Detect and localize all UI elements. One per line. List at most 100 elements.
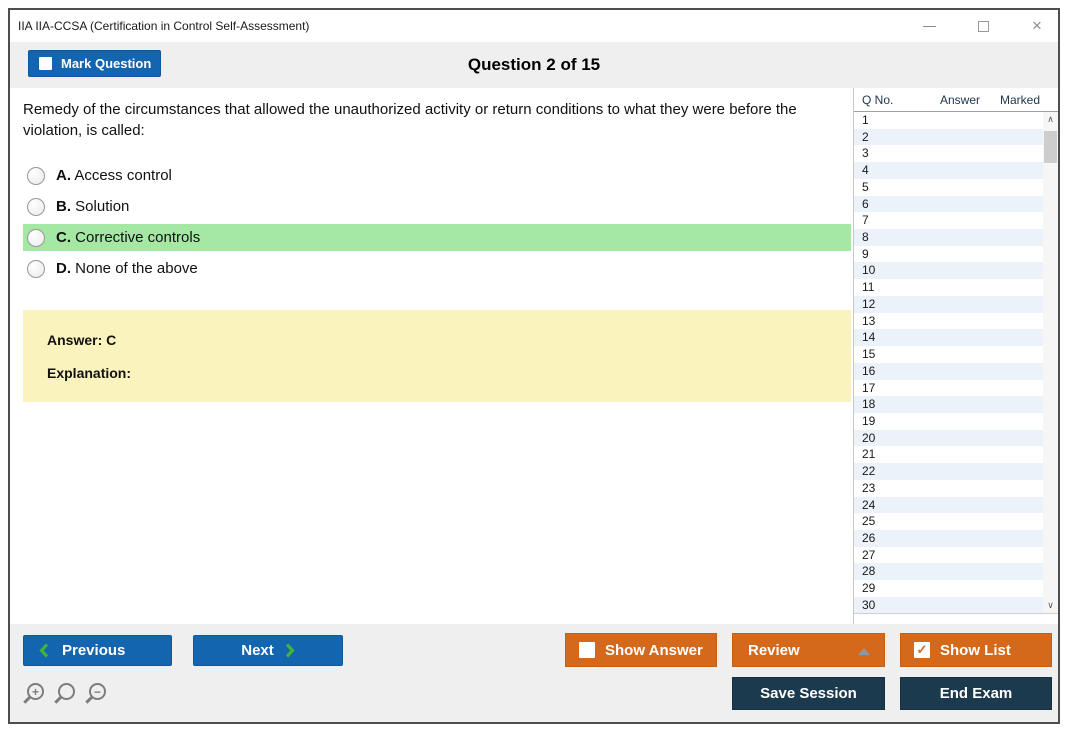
window-title: IIA IIA-CCSA (Certification in Control S…: [18, 19, 310, 33]
question-list-row[interactable]: 13: [862, 313, 876, 328]
question-list-row[interactable]: 4: [854, 162, 1044, 179]
zoom-out-icon[interactable]: −: [89, 683, 106, 700]
option-d[interactable]: D. None of the above: [23, 255, 851, 282]
answer-label: Answer: C: [47, 332, 117, 349]
question-list-row[interactable]: 24: [854, 496, 1044, 514]
save-session-label: Save Session: [760, 685, 857, 702]
question-list-row[interactable]: 9: [862, 246, 869, 261]
app-window: IIA IIA-CCSA (Certification in Control S…: [8, 8, 1060, 724]
maximize-button[interactable]: [976, 19, 990, 33]
previous-button[interactable]: Previous: [23, 635, 172, 666]
chevron-right-icon: [285, 643, 295, 658]
window-controls: ×: [922, 10, 1044, 42]
question-counter: Question 2 of 15: [467, 55, 601, 74]
options-list: A. Access control B. Solution C. Correctiv…: [23, 162, 851, 282]
end-exam-label: End Exam: [939, 685, 1013, 702]
show-list-button[interactable]: ✓ Show List: [900, 633, 1052, 667]
question-list-row[interactable]: 7: [862, 213, 869, 228]
next-button[interactable]: Next: [193, 635, 343, 666]
review-label: Review: [748, 641, 800, 659]
question-list-row[interactable]: 27: [862, 547, 876, 562]
answer-box: Answer: C Explanation:: [23, 310, 851, 403]
save-session-button[interactable]: Save Session: [732, 677, 885, 710]
question-list-row[interactable]: 6: [854, 195, 1044, 213]
mark-question-button[interactable]: Mark Question: [28, 50, 161, 77]
show-answer-checkbox[interactable]: [579, 642, 595, 658]
title-bar: IIA IIA-CCSA (Certification in Control S…: [10, 10, 1058, 42]
show-answer-label: Show Answer: [605, 641, 703, 659]
question-list-header: Q No. Answer Marked: [854, 88, 1058, 112]
question-list-row[interactable]: 18: [854, 396, 1044, 413]
scroll-up-icon[interactable]: ∧: [1047, 114, 1054, 124]
scroll-down-icon[interactable]: ∨: [1047, 600, 1054, 610]
show-list-checkbox[interactable]: ✓: [914, 642, 930, 658]
radio-button[interactable]: [27, 228, 45, 247]
radio-button[interactable]: [27, 166, 45, 185]
question-list-row[interactable]: 26: [854, 529, 1044, 547]
dropdown-arrow-icon: [858, 648, 870, 655]
question-list-row[interactable]: 21: [862, 447, 876, 462]
radio-button[interactable]: [27, 197, 45, 216]
question-list-row[interactable]: 10: [854, 262, 1044, 280]
question-list-row[interactable]: 30: [854, 596, 1044, 613]
question-list-row[interactable]: 17: [862, 380, 876, 395]
question-list-row[interactable]: 25: [862, 514, 876, 529]
question-list-rows: 1 2 3 4 5 6 7 8 9 10 11 12 13 14 15 16 17 18 19 20 21 22 23 24 2…: [854, 112, 1044, 613]
main-area: Remedy of the circumstances that allowed…: [10, 88, 1058, 624]
question-list-row[interactable]: 23: [862, 480, 876, 495]
header-strip: Mark Question Question 2 of 15: [10, 42, 1058, 88]
question-list-row[interactable]: 16: [854, 362, 1044, 380]
previous-label: Previous: [62, 642, 126, 659]
close-button[interactable]: ×: [1030, 16, 1044, 35]
checkmark-icon: ✓: [916, 642, 928, 657]
scrollbar-thumb[interactable]: [1044, 131, 1058, 163]
review-dropdown-button[interactable]: Review: [732, 633, 885, 667]
scrollbar[interactable]: ∧ ∨: [1043, 112, 1058, 613]
question-list-row[interactable]: 29: [862, 581, 876, 596]
mark-question-label: Mark Question: [61, 56, 152, 71]
option-label: B. Solution: [56, 198, 130, 216]
question-list-row[interactable]: 2: [854, 128, 1044, 146]
column-qno: Q No.: [862, 92, 894, 107]
minimize-button[interactable]: [922, 19, 936, 33]
option-label: A. Access control: [56, 167, 172, 185]
magnifier-icon[interactable]: [58, 683, 75, 700]
column-marked: Marked: [1000, 92, 1041, 107]
maximize-icon: [977, 20, 989, 32]
question-list-row[interactable]: 22: [854, 463, 1044, 480]
option-label: C. Corrective controls: [56, 229, 201, 247]
question-list-panel: Q No. Answer Marked 1 2 3 4 5 6 7 8 9 10 11 12 13 14 1…: [853, 88, 1058, 624]
option-label: D. None of the above: [56, 260, 198, 278]
question-list-row[interactable]: 15: [862, 347, 876, 362]
question-list-row[interactable]: 8: [854, 229, 1044, 246]
option-c[interactable]: C. Corrective controls: [23, 224, 851, 252]
question-list-row[interactable]: 12: [854, 295, 1044, 313]
question-list-row[interactable]: 14: [854, 329, 1044, 347]
mark-question-checkbox[interactable]: [39, 57, 52, 70]
next-label: Next: [241, 642, 274, 659]
end-exam-button[interactable]: End Exam: [900, 677, 1052, 710]
question-text: Remedy of the circumstances that allowed…: [23, 101, 797, 139]
question-list-row[interactable]: 19: [862, 413, 876, 428]
explanation-label: Explanation:: [47, 365, 132, 382]
chevron-left-icon: [39, 643, 49, 658]
question-list-body: 1 2 3 4 5 6 7 8 9 10 11 12 13 14 15 16 17 18 19 20 21 22 23 24 2…: [854, 112, 1058, 614]
show-answer-button[interactable]: Show Answer: [565, 633, 717, 667]
question-list-row[interactable]: 11: [862, 280, 875, 295]
question-list-row[interactable]: 5: [862, 179, 869, 194]
column-answer: Answer: [939, 92, 980, 107]
close-icon: ×: [1032, 16, 1042, 35]
footer-bar: Previous Next Show Answer Review ✓ Show …: [10, 624, 1058, 722]
question-panel: Remedy of the circumstances that allowed…: [10, 88, 853, 624]
question-list-row[interactable]: 20: [854, 429, 1044, 447]
minimize-icon: [922, 25, 936, 27]
question-list-row[interactable]: 28: [854, 563, 1044, 581]
radio-button[interactable]: [27, 259, 45, 278]
question-list-row[interactable]: 3: [862, 146, 869, 161]
option-a[interactable]: A. Access control: [23, 162, 851, 189]
show-list-label: Show List: [940, 641, 1011, 659]
option-b[interactable]: B. Solution: [23, 193, 851, 220]
zoom-toolbar: + −: [27, 683, 106, 700]
zoom-in-icon[interactable]: +: [27, 683, 44, 700]
question-list-row[interactable]: 1: [862, 113, 869, 127]
